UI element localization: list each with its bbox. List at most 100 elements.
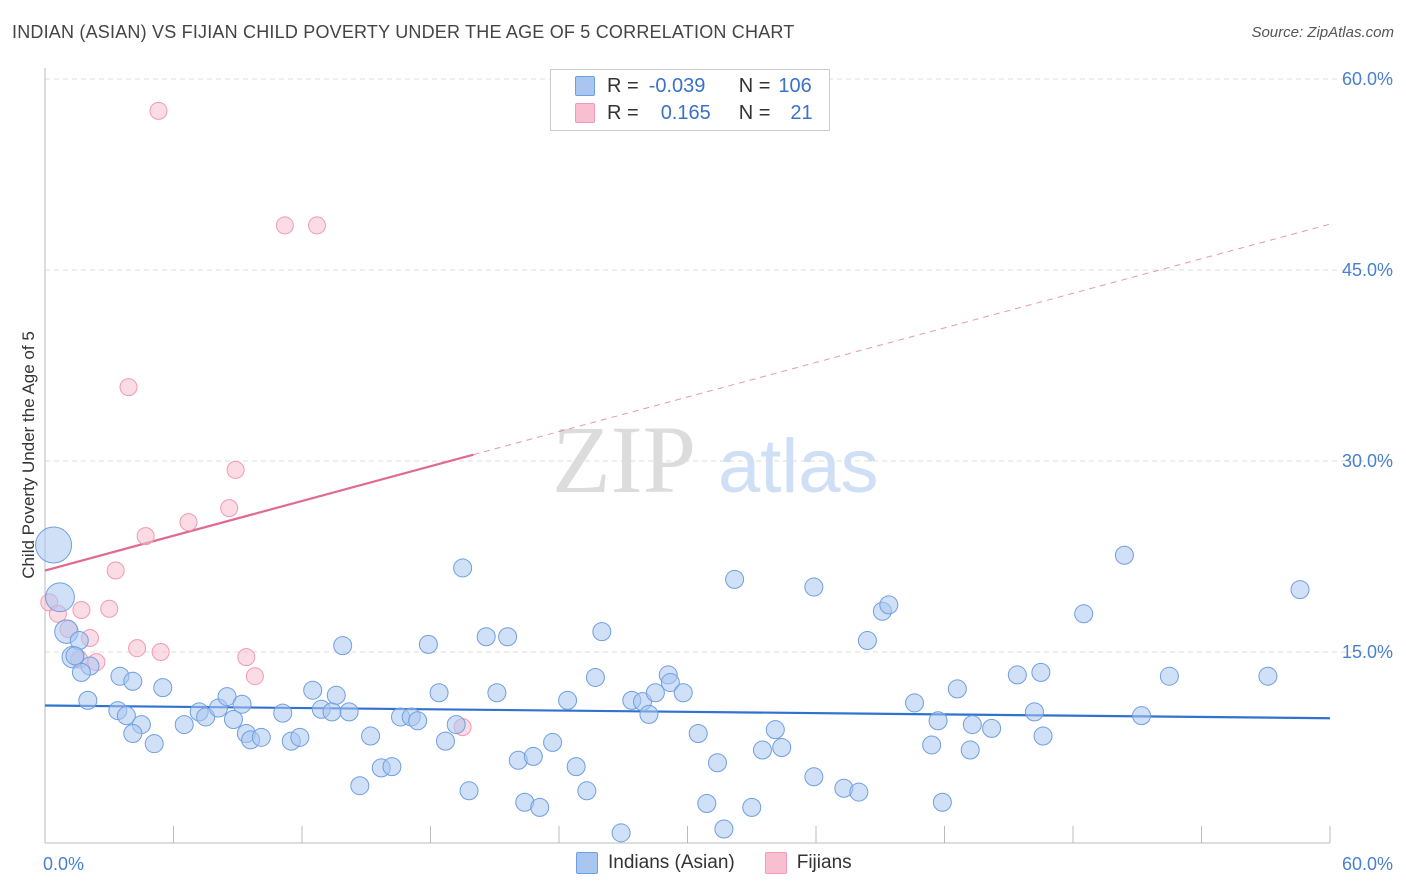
indian-point xyxy=(223,709,243,729)
fijian-point xyxy=(220,499,239,518)
indian-point xyxy=(339,702,359,722)
indian-point xyxy=(322,702,342,722)
bottom-legend-swatch-indians xyxy=(576,852,598,874)
indian-point xyxy=(1007,665,1027,685)
fijian-point xyxy=(136,527,155,546)
indian-point xyxy=(742,797,762,817)
fijian-trend-extension xyxy=(473,223,1331,456)
indian-point xyxy=(487,683,507,703)
indian-point xyxy=(350,776,370,796)
indian-point xyxy=(303,680,323,700)
indian-point xyxy=(879,595,899,615)
indian-point xyxy=(429,683,449,703)
grid-lines xyxy=(45,78,1392,653)
indian-point xyxy=(645,683,665,703)
data-points xyxy=(35,101,1310,843)
indian-point xyxy=(65,646,85,666)
indian-point xyxy=(725,569,745,589)
indian-point xyxy=(232,694,252,714)
y-tick-label: 45.0% xyxy=(1342,260,1393,280)
legend-swatch-fijians xyxy=(575,103,595,123)
indian-point xyxy=(673,683,693,703)
fijian-point xyxy=(179,513,198,532)
y-axis-label: Child Poverty Under the Age of 5 xyxy=(19,331,38,579)
bottom-legend-fijians: Fijians xyxy=(796,852,852,873)
axes xyxy=(44,68,1331,844)
indian-point xyxy=(35,526,73,564)
indian-point xyxy=(290,727,310,747)
indian-point xyxy=(1024,702,1044,722)
chart-source: Source: ZipAtlas.com xyxy=(1251,24,1394,41)
indian-point xyxy=(1290,580,1310,600)
fijian-point xyxy=(151,643,170,661)
indian-point xyxy=(849,782,869,802)
indian-point xyxy=(577,781,597,801)
indian-point xyxy=(123,723,143,743)
indian-point xyxy=(435,731,455,751)
bottom-legend: Indians (Asian) Fijians xyxy=(576,852,852,874)
legend-n-label: N = xyxy=(738,101,771,124)
indian-point xyxy=(153,678,173,698)
indian-point xyxy=(1258,666,1278,686)
indian-point xyxy=(707,753,727,773)
indian-point xyxy=(922,735,942,755)
indian-point xyxy=(660,673,680,693)
legend-swatch-indians xyxy=(575,76,595,96)
indian-point xyxy=(123,671,143,691)
indian-point xyxy=(932,792,952,812)
indian-point xyxy=(592,622,612,642)
indian-point xyxy=(361,726,381,746)
indian-point xyxy=(1031,662,1051,682)
indian-point xyxy=(585,667,605,687)
indian-point xyxy=(144,734,164,754)
legend-row-indians: R = -0.039 N = 106 xyxy=(575,74,812,98)
indian-point xyxy=(251,727,271,747)
indian-point xyxy=(418,634,438,654)
indian-point xyxy=(273,703,293,723)
indian-point xyxy=(960,740,980,760)
indian-point xyxy=(476,627,496,647)
indian-point xyxy=(45,582,75,613)
y-tick-label: 30.0% xyxy=(1342,451,1393,471)
legend: R = -0.039 N = 106 R = 0.165 N = 21 xyxy=(550,69,830,131)
indian-point xyxy=(1114,545,1134,565)
indian-point xyxy=(857,631,877,651)
indian-point xyxy=(78,690,98,710)
indian-point xyxy=(714,819,734,839)
fijian-point xyxy=(226,460,245,479)
indian-point xyxy=(543,732,563,752)
indian-point xyxy=(697,794,717,814)
fijian-point xyxy=(275,216,294,235)
indian-point xyxy=(217,687,237,707)
fijian-point xyxy=(72,600,91,619)
watermark: ZIP atlas xyxy=(552,406,879,513)
indian-trend-line xyxy=(44,704,1331,720)
fijian-point xyxy=(245,667,264,686)
bottom-legend-indians: Indians (Asian) xyxy=(608,852,735,873)
indian-point xyxy=(611,823,631,843)
indian-point xyxy=(772,738,792,757)
indian-point xyxy=(804,577,824,597)
indian-point xyxy=(116,706,136,726)
indian-point xyxy=(446,715,466,735)
fijian-point xyxy=(119,378,138,397)
x-tick-label: 0.0% xyxy=(43,854,84,874)
indian-point xyxy=(905,693,925,713)
indian-point xyxy=(947,679,967,699)
fijian-point xyxy=(149,101,168,120)
indian-point xyxy=(1132,706,1152,726)
indian-point xyxy=(530,797,550,817)
indian-point xyxy=(1074,604,1094,624)
legend-n-value-fijians: 21 xyxy=(790,101,813,124)
indian-point xyxy=(765,720,785,740)
trend-lines xyxy=(44,223,1331,720)
fijian-point xyxy=(237,648,256,667)
legend-row-fijians: R = 0.165 N = 21 xyxy=(575,101,813,125)
legend-r-value-indians: -0.039 xyxy=(648,74,706,97)
indian-point xyxy=(71,662,91,682)
bottom-legend-swatch-fijians xyxy=(764,852,787,874)
chart-title: INDIAN (ASIAN) VS FIJIAN CHILD POVERTY U… xyxy=(12,22,795,42)
x-tick-label: 60.0% xyxy=(1342,854,1393,874)
fijian-point xyxy=(128,639,147,658)
